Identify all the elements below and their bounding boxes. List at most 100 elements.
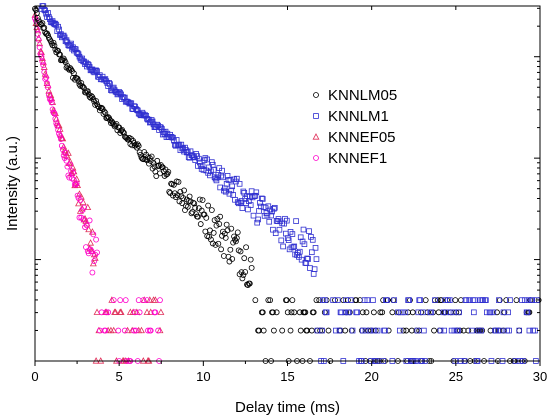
data-point-knnlm05 — [234, 229, 241, 236]
data-point-knnlm1 — [308, 234, 314, 240]
data-point-knnlm1 — [323, 309, 330, 316]
data-point-knnlm05 — [400, 327, 407, 334]
data-point-knnef1 — [63, 157, 70, 164]
data-point-knnef1 — [115, 327, 122, 334]
data-point-knnlm1 — [432, 297, 438, 303]
data-point-knnef1 — [70, 169, 76, 176]
data-point-knnef05 — [75, 190, 83, 197]
data-point-knnlm05 — [370, 309, 377, 316]
data-point-knnlm05 — [302, 309, 309, 316]
data-point-knnlm05 — [192, 204, 199, 211]
x-axis-title: Delay time (ms) — [235, 399, 340, 416]
data-point-knnlm05 — [174, 192, 181, 199]
data-point-knnef1 — [102, 327, 109, 334]
data-point-knnef1 — [93, 236, 100, 243]
data-point-knnlm05 — [223, 221, 230, 228]
data-point-knnlm1 — [223, 181, 230, 187]
data-point-knnlm1 — [469, 327, 475, 334]
data-point-knnlm1 — [304, 255, 310, 262]
data-point-knnlm1 — [312, 245, 319, 251]
data-point-knnef1 — [43, 74, 50, 81]
data-point-knnlm05 — [220, 253, 227, 259]
data-point-knnlm05 — [283, 297, 290, 304]
data-point-knnlm1 — [346, 309, 352, 316]
data-point-knnlm1 — [532, 327, 538, 334]
data-point-knnlm1 — [289, 231, 296, 237]
data-point-knnlm05 — [199, 197, 206, 204]
data-point-knnlm1 — [291, 243, 298, 250]
data-point-knnlm1 — [354, 309, 360, 316]
data-point-knnef1 — [110, 297, 117, 304]
data-point-knnef1 — [36, 44, 43, 51]
data-point-knnlm05 — [216, 221, 223, 227]
data-point-knnlm05 — [175, 179, 182, 185]
data-point-knnlm1 — [93, 67, 99, 74]
data-point-knnlm1 — [248, 188, 255, 194]
data-point-knnlm1 — [367, 327, 373, 334]
data-point-knnlm1 — [187, 148, 194, 155]
data-point-knnlm05 — [385, 327, 392, 334]
legend-marker-knnef1 — [313, 155, 319, 161]
data-point-knnlm1 — [321, 297, 328, 303]
data-point-knnlm05 — [84, 88, 91, 95]
data-point-knnef1 — [131, 327, 137, 334]
data-point-knnlm1 — [374, 327, 381, 334]
data-point-knnlm1 — [420, 309, 426, 316]
data-point-knnef1 — [87, 246, 94, 253]
legend-label: KNNEF05 — [328, 129, 396, 146]
data-point-knnlm05 — [363, 309, 370, 316]
data-point-knnlm1 — [417, 297, 423, 303]
data-point-knnef1 — [41, 69, 48, 75]
x-axis-ticks: 0 5 10 15 20 25 30 — [31, 6, 547, 384]
x-tick-label: 15 — [280, 369, 294, 384]
data-point-knnlm1 — [311, 266, 318, 272]
data-point-knnlm1 — [333, 327, 339, 334]
data-point-knnlm1 — [45, 10, 51, 16]
data-point-knnlm1 — [402, 309, 409, 316]
data-point-knnef1 — [122, 297, 129, 304]
data-point-knnlm1 — [268, 212, 274, 219]
data-point-knnlm1 — [265, 203, 272, 210]
data-point-knnlm05 — [323, 297, 330, 304]
data-point-knnlm1 — [414, 327, 421, 334]
data-point-knnlm05 — [212, 241, 219, 248]
data-point-knnef1 — [68, 168, 75, 174]
data-point-knnlm1 — [456, 309, 462, 316]
data-point-knnlm1 — [305, 256, 311, 262]
data-point-knnlm05 — [222, 234, 229, 241]
data-point-knnef05 — [112, 308, 120, 315]
y-axis-title: Intensity (a.u.) — [4, 136, 21, 231]
data-point-knnlm05 — [409, 309, 416, 316]
data-point-knnlm1 — [285, 237, 292, 244]
data-point-knnlm05 — [165, 168, 172, 175]
data-point-knnef1 — [35, 36, 42, 43]
data-point-knnlm05 — [80, 84, 87, 90]
data-point-knnlm05 — [113, 121, 120, 127]
data-point-knnlm05 — [452, 297, 459, 304]
data-point-knnlm05 — [243, 244, 249, 251]
data-point-knnef1 — [81, 204, 87, 211]
data-point-knnlm05 — [289, 297, 296, 304]
data-point-knnlm05 — [196, 196, 203, 203]
data-point-knnef1 — [51, 110, 58, 117]
data-point-knnef05 — [124, 326, 132, 334]
data-point-knnlm1 — [250, 212, 257, 219]
data-point-knnef1 — [133, 327, 139, 334]
data-point-knnef1 — [157, 297, 163, 304]
data-point-knnlm05 — [215, 240, 222, 247]
data-point-knnlm05 — [247, 256, 254, 263]
data-point-knnlm1 — [334, 297, 341, 303]
data-point-knnlm05 — [205, 202, 212, 209]
data-point-knnlm05 — [105, 114, 112, 120]
data-point-knnlm05 — [190, 199, 197, 206]
data-point-knnlm1 — [490, 309, 497, 316]
data-point-knnlm1 — [384, 297, 390, 303]
data-point-knnlm1 — [264, 212, 271, 219]
data-point-knnlm1 — [149, 118, 156, 125]
data-point-knnlm05 — [230, 239, 237, 246]
data-point-knnlm1 — [293, 218, 299, 224]
data-point-knnlm05 — [133, 144, 140, 151]
series-KNNEF1 — [32, 15, 163, 364]
data-point-knnef1 — [45, 92, 52, 98]
data-point-knnef1 — [90, 231, 97, 238]
